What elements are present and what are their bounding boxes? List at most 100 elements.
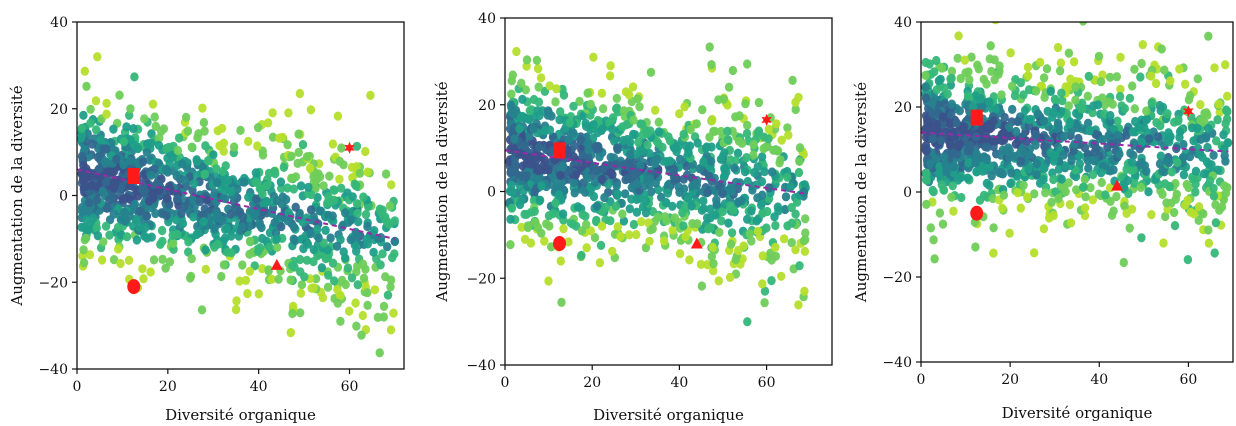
scatter-point [112, 154, 121, 164]
scatter-point [289, 184, 298, 194]
scatter-point [511, 159, 520, 170]
scatter-point [597, 174, 607, 184]
scatter-point [922, 146, 931, 156]
scatter-point [739, 241, 748, 251]
scatter-point [189, 212, 198, 222]
scatter-point [757, 200, 766, 210]
scatter-point [1025, 150, 1034, 160]
scatter-point [1178, 153, 1188, 163]
scatter-point [158, 254, 167, 264]
scatter-point [781, 192, 791, 202]
scatter-point [544, 165, 553, 175]
scatter-point [632, 179, 642, 189]
scatter-point [1023, 71, 1033, 81]
scatter-point [590, 233, 600, 243]
scatter-point [777, 135, 786, 145]
scatter-point [1120, 201, 1129, 211]
scatter-point [724, 218, 733, 228]
scatter-point [348, 192, 357, 202]
scatter-point [586, 99, 595, 109]
scatter-point [1069, 57, 1079, 67]
scatter-point [253, 246, 263, 256]
scatter-point [1049, 174, 1058, 185]
scatter-point [1013, 188, 1022, 198]
scatter-point [795, 156, 804, 166]
scatter-point [582, 121, 591, 131]
scatter-point [1122, 208, 1131, 218]
scatter-point [115, 90, 124, 100]
highlight-circle-marker [970, 205, 984, 221]
scatter-point [681, 232, 690, 242]
scatter-point [174, 133, 184, 143]
scatter-point [330, 195, 339, 205]
scatter-point [926, 159, 935, 169]
scatter-point [1215, 107, 1225, 117]
scatter-point [231, 304, 241, 315]
scatter-point [366, 90, 375, 100]
scatter-point [109, 255, 119, 265]
scatter-point [986, 41, 995, 51]
scatter-point [1065, 119, 1074, 129]
scatter-point [343, 263, 353, 273]
scatter-point [801, 214, 810, 224]
scatter-point [1209, 191, 1219, 201]
x-tick-label: 20 [583, 375, 601, 391]
scatter-point [1054, 194, 1063, 204]
x-axis-label: Diversité organique [593, 406, 744, 424]
scatter-point [359, 192, 368, 202]
scatter-point [772, 119, 781, 129]
scatter-point [921, 57, 930, 68]
scatter-point [1126, 148, 1135, 158]
scatter-point [612, 93, 621, 103]
scatter-point [1032, 159, 1042, 169]
scatter-point [1069, 146, 1078, 156]
scatter-point [289, 234, 298, 244]
scatter-point [98, 186, 108, 196]
scatter-point [529, 124, 538, 134]
y-tick-label: 20 [50, 102, 68, 118]
scatter-point [350, 179, 359, 189]
scatter-point [578, 209, 587, 220]
scatter-point [276, 177, 286, 187]
scatter-point [707, 116, 717, 126]
scatter-point [971, 158, 980, 168]
scatter-point [740, 167, 750, 177]
x-tick-label: 0 [73, 379, 82, 395]
scatter-point [363, 300, 372, 310]
scatter-point [264, 265, 273, 275]
scatter-point [510, 167, 520, 177]
scatter-point [309, 283, 318, 293]
scatter-point [383, 290, 393, 300]
scatter-point [532, 175, 542, 185]
scatter-point [589, 52, 598, 62]
scatter-point [938, 219, 948, 229]
scatter-point [551, 198, 560, 208]
scatter-point [575, 96, 584, 106]
scatter-point [935, 161, 944, 172]
scatter-point [557, 297, 566, 307]
scatter-point [595, 258, 605, 268]
scatter-point [570, 188, 579, 198]
scatter-point [1080, 174, 1090, 184]
scatter-point [212, 213, 221, 223]
scatter-point [146, 267, 155, 277]
scatter-point [967, 52, 976, 62]
scatter-point [600, 193, 609, 203]
scatter-point [336, 235, 345, 245]
scatter-point [952, 118, 961, 128]
scatter-point [1112, 191, 1121, 202]
scatter-point [1091, 129, 1100, 139]
scatter-point [932, 55, 941, 66]
scatter-point [758, 251, 767, 261]
scatter-point [1204, 159, 1214, 169]
x-tick-label: 20 [1001, 372, 1019, 388]
scatter-point [240, 177, 249, 187]
scatter-point [668, 201, 677, 211]
scatter-point [186, 273, 195, 283]
scatter-point [752, 216, 761, 226]
scatter-point [144, 139, 153, 149]
scatter-point [654, 117, 663, 127]
scatter-point [767, 167, 777, 177]
scatter-point [1151, 78, 1161, 89]
scatter-point [686, 124, 695, 135]
